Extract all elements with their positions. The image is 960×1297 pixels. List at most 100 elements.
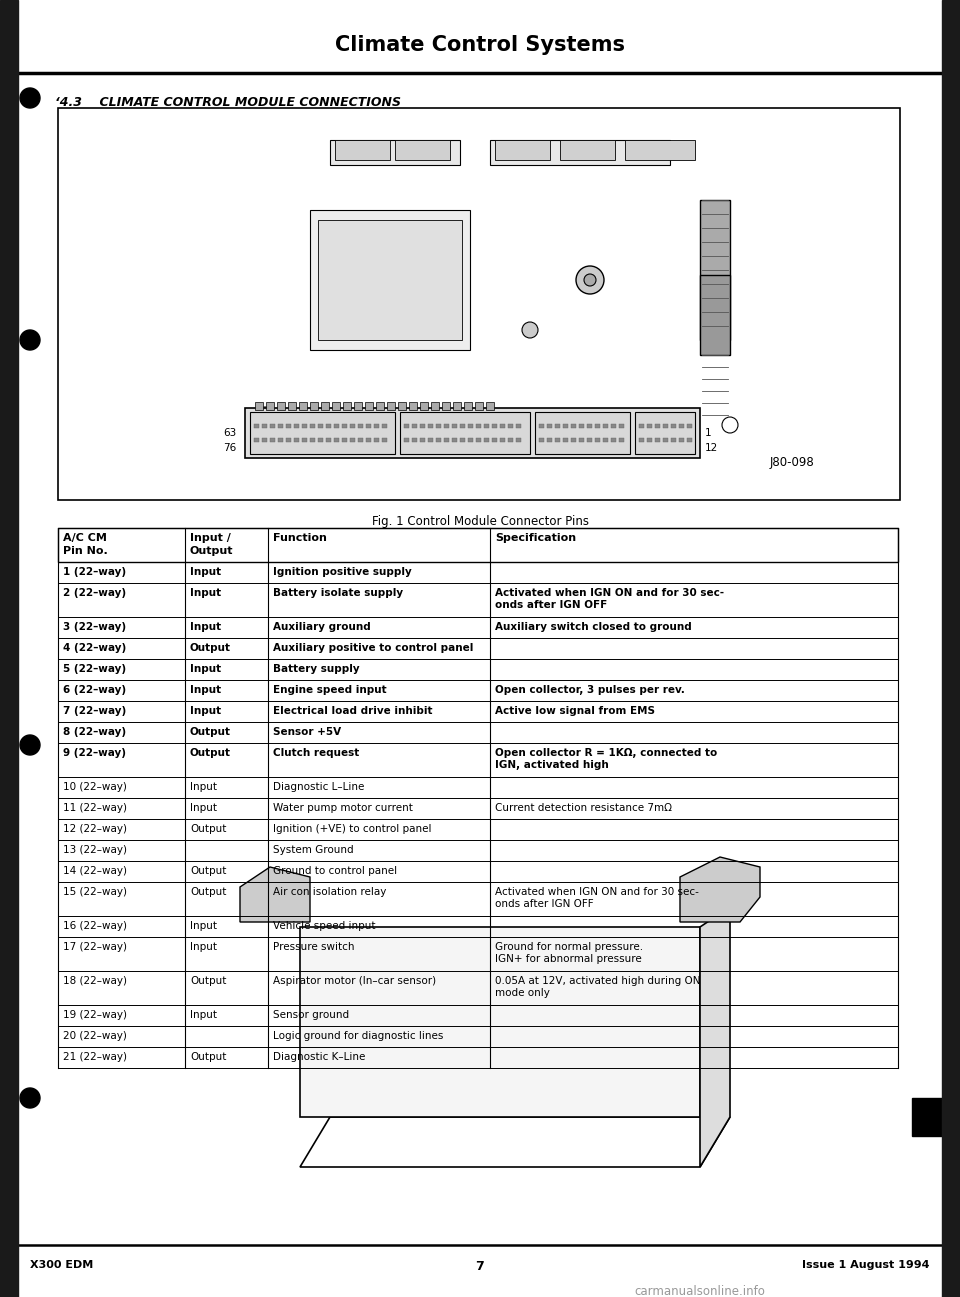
Bar — [639, 438, 644, 442]
Polygon shape — [680, 857, 760, 922]
Text: Current detection resistance 7mΩ: Current detection resistance 7mΩ — [495, 803, 672, 813]
Text: Activated when IGN ON and for 30 sec-: Activated when IGN ON and for 30 sec- — [495, 887, 699, 898]
Circle shape — [257, 407, 273, 423]
Text: Output: Output — [190, 643, 231, 652]
Bar — [366, 424, 371, 428]
Text: 5 (22–way): 5 (22–way) — [63, 664, 126, 674]
Polygon shape — [700, 907, 730, 1167]
Text: Battery isolate supply: Battery isolate supply — [273, 588, 403, 598]
Text: Pressure switch: Pressure switch — [273, 942, 354, 952]
Bar — [270, 438, 275, 442]
Text: 7: 7 — [475, 1259, 485, 1272]
Bar — [492, 438, 497, 442]
Text: Active low signal from EMS: Active low signal from EMS — [495, 706, 655, 716]
Bar — [679, 438, 684, 442]
Bar — [382, 424, 387, 428]
Bar — [254, 438, 259, 442]
Text: Output: Output — [190, 546, 233, 556]
Text: Ignition (+VE) to control panel: Ignition (+VE) to control panel — [273, 824, 431, 834]
Text: Input: Input — [190, 623, 221, 632]
Bar — [350, 438, 355, 442]
Text: Input: Input — [190, 942, 217, 952]
Text: Output: Output — [190, 887, 227, 898]
Bar — [428, 424, 433, 428]
Text: Sensor +5V: Sensor +5V — [273, 728, 341, 737]
Bar — [58, 638, 898, 659]
Bar — [539, 438, 544, 442]
Text: Fig. 1 Control Module Connector Pins: Fig. 1 Control Module Connector Pins — [372, 515, 588, 528]
Bar — [444, 438, 449, 442]
Text: System Ground: System Ground — [273, 846, 353, 855]
Text: Aspirator motor (In–car sensor): Aspirator motor (In–car sensor) — [273, 977, 436, 986]
Bar — [563, 424, 568, 428]
Bar — [294, 438, 299, 442]
Bar — [547, 438, 552, 442]
Bar — [508, 438, 513, 442]
Bar — [942, 0, 960, 1297]
Bar — [254, 424, 259, 428]
Bar — [431, 402, 439, 410]
Text: 16 (22–way): 16 (22–way) — [63, 921, 127, 931]
Bar — [270, 424, 275, 428]
Bar — [453, 402, 461, 410]
Circle shape — [576, 266, 604, 294]
Bar — [358, 438, 363, 442]
Text: Output: Output — [190, 977, 227, 986]
Bar — [365, 402, 373, 410]
Bar — [587, 438, 592, 442]
Bar — [398, 402, 406, 410]
Text: 8 (22–way): 8 (22–way) — [63, 728, 126, 737]
Text: Input: Input — [190, 685, 221, 695]
Bar — [619, 438, 624, 442]
Bar — [404, 424, 409, 428]
Bar — [579, 438, 584, 442]
Bar — [58, 108, 900, 501]
Text: 15 (22–way): 15 (22–way) — [63, 887, 127, 898]
Bar — [387, 402, 395, 410]
Text: 7 (22–way): 7 (22–way) — [63, 706, 127, 716]
Bar — [476, 424, 481, 428]
Text: Ignition positive supply: Ignition positive supply — [273, 567, 412, 577]
Polygon shape — [300, 1117, 730, 1167]
Bar — [58, 562, 898, 582]
Bar — [508, 424, 513, 428]
Bar — [500, 424, 505, 428]
Text: Output: Output — [190, 824, 227, 834]
Text: Sensor ground: Sensor ground — [273, 1010, 349, 1019]
Bar — [412, 424, 417, 428]
Bar — [436, 424, 441, 428]
Text: carmanualsonline.info: carmanualsonline.info — [635, 1285, 765, 1297]
Bar — [286, 424, 291, 428]
Bar — [58, 971, 898, 1005]
Bar — [58, 617, 898, 638]
Bar — [404, 438, 409, 442]
Text: Input: Input — [190, 803, 217, 813]
Bar — [58, 936, 898, 971]
Bar — [278, 424, 283, 428]
Bar — [500, 438, 505, 442]
Circle shape — [584, 274, 596, 287]
Bar — [58, 882, 898, 916]
Bar — [374, 438, 379, 442]
Bar — [310, 424, 315, 428]
Text: Pin No.: Pin No. — [63, 546, 108, 556]
Text: J80-098: J80-098 — [770, 457, 815, 470]
Bar — [420, 402, 428, 410]
Bar — [460, 438, 465, 442]
Text: Open collector R = 1KΩ, connected to: Open collector R = 1KΩ, connected to — [495, 748, 717, 757]
Text: Auxiliary switch closed to ground: Auxiliary switch closed to ground — [495, 623, 692, 632]
Bar — [671, 424, 676, 428]
Bar — [330, 140, 460, 165]
Text: Input: Input — [190, 664, 221, 674]
Bar — [571, 438, 576, 442]
Bar — [278, 438, 283, 442]
Bar — [277, 402, 285, 410]
Bar — [679, 424, 684, 428]
Bar — [58, 743, 898, 777]
Text: Clutch request: Clutch request — [273, 748, 359, 757]
Bar — [354, 402, 362, 410]
Text: Input: Input — [190, 921, 217, 931]
Bar — [262, 424, 267, 428]
Bar — [579, 424, 584, 428]
Text: 14 (22–way): 14 (22–way) — [63, 866, 127, 875]
